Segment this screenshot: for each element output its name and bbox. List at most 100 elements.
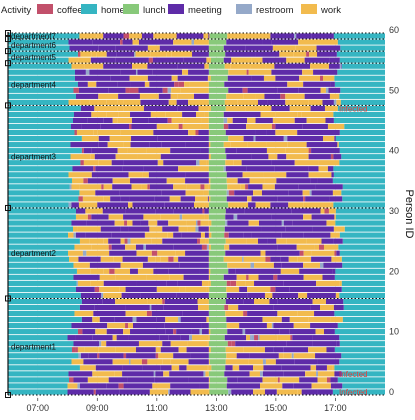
segment-meeting	[78, 257, 100, 262]
segment-lunch	[209, 293, 227, 298]
segment-lunch	[211, 233, 224, 238]
segment-lunch	[210, 184, 227, 189]
segment-meeting	[168, 335, 180, 340]
segment-home	[8, 365, 80, 370]
segment-meeting	[237, 377, 262, 382]
segment-home	[8, 208, 76, 213]
segment-restroom	[282, 220, 284, 225]
segment-meeting	[225, 52, 255, 57]
segment-restroom	[272, 323, 273, 328]
segment-meeting	[259, 88, 277, 93]
segment-meeting	[97, 202, 128, 207]
segment-meeting	[307, 293, 336, 298]
segment-coffee	[156, 353, 158, 358]
segment-work	[82, 136, 99, 141]
segment-meeting	[79, 88, 109, 93]
segment-lunch	[209, 190, 227, 195]
segment-work	[77, 269, 91, 274]
segment-work	[156, 347, 161, 352]
segment-work	[175, 251, 185, 256]
segment-meeting	[260, 269, 280, 274]
segment-meeting	[110, 196, 120, 201]
segment-meeting	[178, 76, 196, 81]
segment-work	[226, 347, 244, 352]
segment-meeting	[151, 305, 163, 310]
segment-meeting	[309, 154, 331, 159]
segment-lunch	[209, 299, 226, 304]
segment-work	[92, 371, 114, 376]
segment-work	[116, 347, 136, 352]
segment-meeting	[143, 365, 161, 370]
segment-meeting	[129, 226, 150, 231]
segment-meeting	[101, 124, 129, 129]
segment-meeting	[69, 39, 93, 44]
segment-work	[141, 184, 147, 189]
segment-meeting	[302, 389, 318, 394]
segment-work	[140, 94, 159, 99]
segment-home	[333, 202, 385, 207]
segment-work	[194, 202, 204, 207]
segment-lunch	[209, 88, 228, 93]
segment-coffee	[245, 184, 248, 189]
segment-restroom	[150, 305, 151, 310]
segment-work	[304, 275, 323, 280]
segment-coffee	[224, 233, 228, 238]
segment-work	[332, 365, 334, 370]
segment-work	[265, 178, 276, 183]
segment-meeting	[155, 196, 170, 201]
segment-home	[336, 208, 385, 213]
segment-meeting	[120, 70, 136, 75]
segment-meeting	[302, 124, 328, 129]
segment-coffee	[227, 281, 231, 286]
segment-meeting	[279, 329, 289, 334]
segment-restroom	[260, 371, 263, 376]
y-tick-label: 60	[389, 25, 399, 35]
segment-home	[333, 178, 385, 183]
segment-meeting	[265, 347, 274, 352]
segment-meeting	[74, 112, 91, 117]
segment-work	[209, 347, 211, 352]
segment-home	[8, 172, 69, 177]
segment-meeting	[181, 233, 201, 238]
segment-meeting	[277, 299, 312, 304]
segment-meeting	[76, 335, 92, 340]
segment-meeting	[263, 371, 283, 376]
segment-coffee	[76, 347, 78, 352]
segment-work	[310, 64, 329, 69]
segment-meeting	[248, 202, 255, 207]
segment-meeting	[71, 323, 107, 328]
segment-meeting	[169, 371, 203, 376]
segment-work	[209, 178, 210, 183]
segment-work	[224, 142, 230, 147]
segment-home	[343, 239, 385, 244]
segment-work	[200, 124, 208, 129]
segment-coffee	[278, 377, 280, 382]
segment-home	[342, 196, 385, 201]
segment-meeting	[117, 82, 130, 87]
segment-meeting	[275, 184, 299, 189]
segment-meeting	[144, 166, 178, 171]
segment-work	[209, 335, 210, 340]
segment-meeting	[176, 329, 191, 334]
segment-meeting	[312, 214, 335, 219]
segment-work	[260, 112, 275, 117]
segment-work	[161, 214, 180, 219]
segment-home	[8, 323, 71, 328]
segment-meeting	[108, 239, 120, 244]
segment-meeting	[92, 335, 112, 340]
segment-meeting	[80, 305, 95, 310]
segment-work	[285, 148, 308, 153]
segment-coffee	[82, 148, 84, 153]
segment-meeting	[131, 142, 150, 147]
segment-work	[294, 353, 315, 358]
segment-meeting	[247, 166, 275, 171]
segment-home	[8, 269, 77, 274]
segment-meeting	[179, 263, 197, 268]
segment-meeting	[243, 233, 251, 238]
segment-work	[207, 365, 208, 370]
segment-coffee	[152, 251, 157, 256]
segment-work	[287, 142, 306, 147]
segment-home	[8, 359, 71, 364]
segment-meeting	[115, 317, 133, 322]
segment-work	[285, 100, 308, 105]
